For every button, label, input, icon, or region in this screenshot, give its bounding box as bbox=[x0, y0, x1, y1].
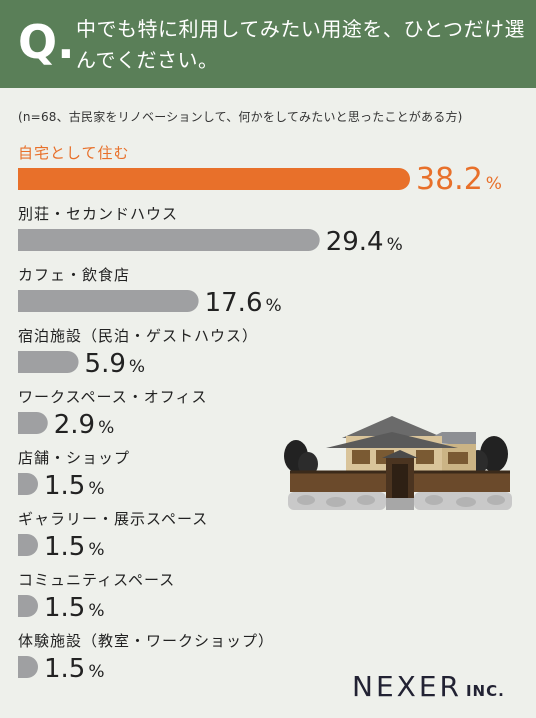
category-label: コミュニティスペース bbox=[18, 571, 175, 589]
question-header: Q. 中でも特に利用してみたい用途を、ひとつだけ選んでください。 bbox=[0, 0, 536, 88]
value-unit: % bbox=[88, 479, 104, 499]
value-unit: % bbox=[265, 296, 281, 316]
nexer-logo: NEXER INC. bbox=[352, 670, 505, 703]
question-mark: Q. bbox=[18, 15, 75, 69]
value-unit: % bbox=[98, 418, 114, 438]
value-label: 1.5% bbox=[44, 532, 105, 562]
value-number: 1.5 bbox=[44, 654, 85, 684]
value-unit: % bbox=[88, 662, 104, 682]
bar bbox=[18, 351, 79, 373]
bar bbox=[18, 534, 38, 556]
bar bbox=[18, 412, 48, 434]
value-label: 29.4% bbox=[326, 227, 403, 257]
value-label: 17.6% bbox=[205, 288, 282, 318]
value-label: 1.5% bbox=[44, 593, 105, 623]
kominka-house-illustration bbox=[284, 416, 512, 510]
value-label: 1.5% bbox=[44, 471, 105, 501]
category-label: 体験施設（教室・ワークショップ） bbox=[18, 632, 274, 650]
value-unit: % bbox=[387, 235, 403, 255]
bar bbox=[18, 168, 410, 190]
bar bbox=[18, 656, 38, 678]
value-unit: % bbox=[486, 174, 502, 194]
value-label: 1.5% bbox=[44, 654, 105, 684]
category-label: 店舗・ショップ bbox=[18, 449, 130, 467]
value-number: 2.9 bbox=[54, 410, 95, 440]
value-number: 38.2 bbox=[416, 162, 483, 197]
question-title: 中でも特に利用してみたい用途を、ひとつだけ選んでください。 bbox=[76, 17, 525, 72]
value-unit: % bbox=[129, 357, 145, 377]
bar bbox=[18, 595, 38, 617]
value-label: 5.9% bbox=[85, 349, 146, 379]
logo-suffix: INC. bbox=[465, 682, 505, 700]
value-unit: % bbox=[88, 601, 104, 621]
value-number: 1.5 bbox=[44, 532, 85, 562]
value-number: 1.5 bbox=[44, 471, 85, 501]
category-label: 自宅として住む bbox=[18, 144, 130, 162]
category-label: ギャラリー・展示スペース bbox=[18, 510, 208, 528]
category-label: ワークスペース・オフィス bbox=[18, 388, 207, 406]
value-unit: % bbox=[88, 540, 104, 560]
value-number: 1.5 bbox=[44, 593, 85, 623]
sample-note: (n=68、古民家をリノベーションして、何かをしてみたいと思ったことがある方) bbox=[18, 110, 463, 124]
value-label: 2.9% bbox=[54, 410, 115, 440]
value-number: 29.4 bbox=[326, 227, 384, 257]
bar bbox=[18, 473, 38, 495]
logo-name: NEXER bbox=[352, 670, 462, 703]
category-label: 別荘・セカンドハウス bbox=[18, 205, 178, 223]
value-number: 17.6 bbox=[205, 288, 263, 318]
value-label: 38.2% bbox=[416, 162, 502, 197]
bar bbox=[18, 229, 320, 251]
bar bbox=[18, 290, 199, 312]
category-label: 宿泊施設（民泊・ゲストハウス） bbox=[18, 327, 258, 345]
value-number: 5.9 bbox=[85, 349, 126, 379]
category-label: カフェ・飲食店 bbox=[18, 266, 130, 284]
